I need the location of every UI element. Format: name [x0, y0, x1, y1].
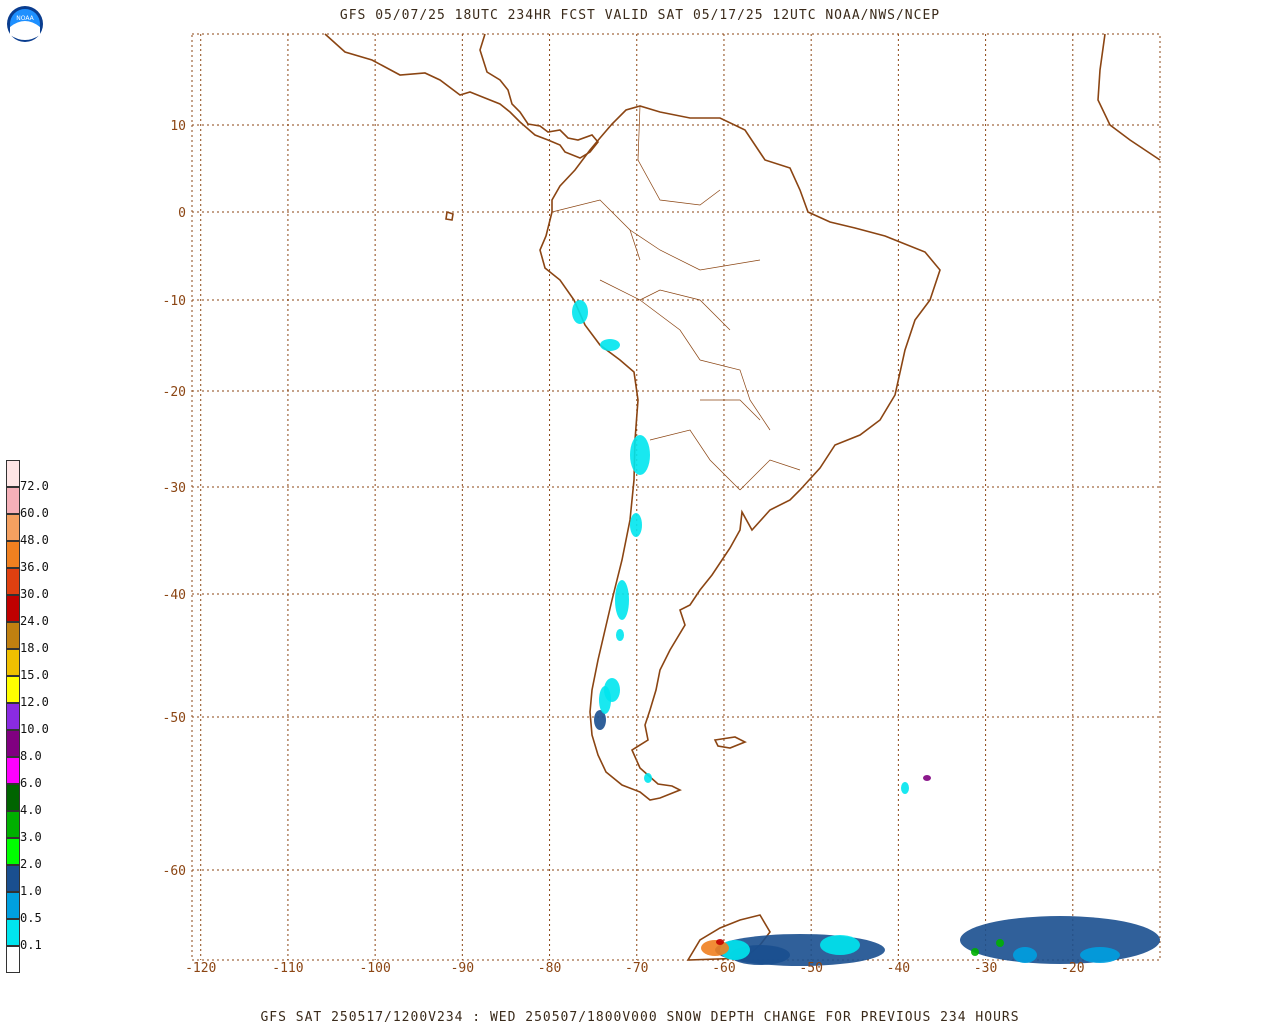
legend-swatch [6, 730, 20, 757]
snow-depth-area [630, 435, 650, 475]
legend-swatch [6, 892, 20, 919]
legend-swatch [6, 676, 20, 703]
legend-swatch [6, 865, 20, 892]
legend-swatch [6, 919, 20, 946]
snow-depth-area [820, 935, 860, 955]
lon-label: -110 [272, 961, 303, 976]
legend-swatch [6, 703, 20, 730]
legend-label: 18.0 [20, 641, 49, 655]
country-border [739, 459, 801, 491]
lon-label: -80 [538, 961, 561, 976]
legend-label: 72.0 [20, 479, 49, 493]
lat-label: -30 [163, 481, 186, 496]
lon-label: -40 [887, 961, 910, 976]
lon-label: -30 [974, 961, 997, 976]
lat-label: -10 [163, 294, 186, 309]
legend-swatch [6, 595, 20, 622]
legend-swatch [6, 811, 20, 838]
snow-depth-area [572, 300, 588, 324]
legend-swatch [6, 946, 20, 973]
map-caption: GFS SAT 250517/1200V234 : WED 250507/180… [260, 1010, 1020, 1025]
country-border [599, 279, 701, 361]
axis-labels: 10 0 -10 -20 -30 -40 -50 -60 -120 -110 -100 -90 -80 -… [163, 119, 1085, 976]
lon-label: -100 [359, 961, 390, 976]
lon-label: -70 [625, 961, 648, 976]
country-border [629, 229, 761, 271]
legend-label: 30.0 [20, 587, 49, 601]
lon-label: -50 [799, 961, 822, 976]
legend-label: 48.0 [20, 533, 49, 547]
coastline [539, 105, 941, 801]
country-border [649, 429, 741, 491]
legend-label: 60.0 [20, 506, 49, 520]
country-border [639, 289, 731, 331]
snow-depth-area [716, 939, 724, 945]
country-border [551, 199, 641, 261]
snow-depth-area [701, 940, 729, 956]
snow-depth-area [599, 686, 611, 714]
legend-swatch [6, 649, 20, 676]
snow-depth-area [644, 773, 652, 783]
snow-depth-area [630, 513, 642, 537]
lat-label: -40 [163, 588, 186, 603]
coastline [713, 736, 747, 749]
legend-label: 4.0 [20, 803, 42, 817]
legend-label: 6.0 [20, 776, 42, 790]
lat-label: -60 [163, 864, 186, 879]
map-frame [191, 33, 1161, 961]
country-border [637, 105, 721, 206]
snow-depth-contours [572, 300, 1160, 966]
lat-label: 10 [170, 119, 186, 134]
legend-swatch [6, 838, 20, 865]
map-title: GFS 05/07/25 18UTC 234HR FCST VALID SAT … [339, 8, 941, 23]
legend-swatch [6, 487, 20, 514]
lon-label: -60 [712, 961, 735, 976]
snow-depth-area [616, 629, 624, 641]
legend-label: 1.0 [20, 884, 42, 898]
legend-swatch [6, 757, 20, 784]
legend-label: 0.5 [20, 911, 42, 925]
legend-swatch [6, 541, 20, 568]
coastline [445, 210, 454, 221]
country-border [699, 359, 771, 431]
legend-swatch [6, 460, 20, 487]
lat-label: -20 [163, 385, 186, 400]
snow-depth-area [971, 948, 979, 956]
lat-lon-grid [191, 33, 1161, 961]
snow-depth-area [594, 710, 606, 730]
legend-swatch [6, 622, 20, 649]
snow-depth-area [1013, 947, 1037, 963]
legend-swatch [6, 784, 20, 811]
lon-label: -120 [185, 961, 216, 976]
coastline [1097, 33, 1161, 161]
legend-label: 10.0 [20, 722, 49, 736]
lon-label: -20 [1061, 961, 1084, 976]
logo-text: NOAA [16, 15, 34, 22]
lat-label: 0 [178, 206, 186, 221]
lon-label: -90 [451, 961, 474, 976]
legend-swatch [6, 568, 20, 595]
snow-depth-area [996, 939, 1004, 947]
legend-swatch [6, 514, 20, 541]
country-border [700, 399, 761, 421]
snow-depth-area [923, 775, 931, 781]
legend-label: 12.0 [20, 695, 49, 709]
snow-depth-area [615, 580, 629, 620]
legend-label: 8.0 [20, 749, 42, 763]
coastline [324, 33, 600, 159]
coastlines [324, 33, 1161, 961]
lat-label: -50 [163, 711, 186, 726]
snow-depth-area [1080, 947, 1120, 963]
snow-depth-area [600, 339, 620, 351]
snow-depth-area [960, 916, 1160, 964]
legend-label: 2.0 [20, 857, 42, 871]
legend-label: 15.0 [20, 668, 49, 682]
legend-label: 3.0 [20, 830, 42, 844]
noaa-logo-icon: NOAA [6, 5, 44, 43]
legend-label: 24.0 [20, 614, 49, 628]
snow-depth-area [901, 782, 909, 794]
legend-label: 0.1 [20, 938, 42, 952]
legend-label: 36.0 [20, 560, 49, 574]
